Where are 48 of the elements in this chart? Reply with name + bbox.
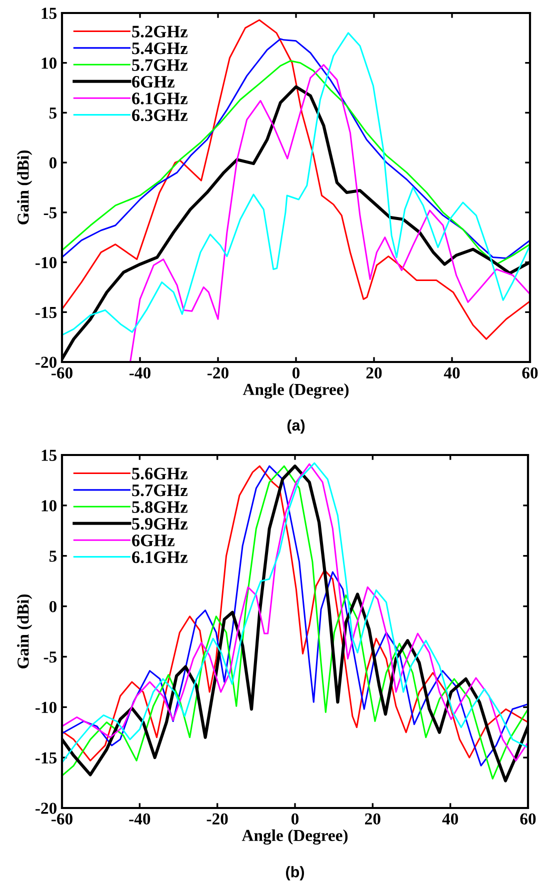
x-tick-label: -60 [52, 367, 72, 379]
legend-label: 5.7GHz [132, 484, 188, 496]
x-tick-label: 20 [365, 813, 380, 825]
x-tick-label: 0 [292, 367, 300, 379]
x-tick-label: 20 [366, 367, 382, 379]
legend-label: 5.9GHz [132, 518, 188, 530]
x-tick-label: 40 [442, 813, 458, 825]
y-tick-label: 10 [42, 500, 57, 512]
x-tick-label: -20 [206, 813, 228, 825]
x-tick-label: 40 [444, 367, 460, 379]
y-tick-label: -5 [44, 207, 57, 218]
x-tick-label: 60 [522, 367, 538, 379]
x-tick-label: 60 [520, 813, 536, 825]
y-tick-label: 0 [49, 600, 57, 612]
legend-label: 5.6GHz [132, 468, 188, 480]
y-tick-label: -10 [36, 702, 57, 714]
legend-label: 5.8GHz [132, 501, 188, 513]
text: (a) [287, 419, 305, 434]
legend-label: 6.1GHz [132, 551, 188, 564]
text: (b) [286, 866, 304, 880]
legend-label: 6GHz [132, 76, 174, 88]
legend-label: 6GHz [132, 534, 174, 546]
legend-label: 6.1GHz [132, 92, 188, 104]
y-axis-title: Gain (dBi) [17, 150, 32, 224]
y-axis-title: Gain (dBi) [17, 594, 32, 668]
y-tick-label: 15 [42, 8, 57, 19]
y-tick-label: 5 [49, 108, 57, 119]
x-tick-label: 0 [291, 813, 299, 825]
y-tick-label: 0 [49, 157, 57, 169]
y-tick-label: -15 [36, 752, 57, 764]
x-tick-label: -40 [130, 367, 150, 379]
y-tick-label: -20 [36, 356, 57, 368]
legend-label: 5.7GHz [132, 59, 188, 71]
y-tick-label: 10 [42, 58, 57, 69]
y-tick-label: -15 [36, 306, 57, 318]
y-tick-label: 15 [42, 450, 57, 461]
x-axis-title: Angle (Degree) [242, 383, 349, 399]
x-axis-title: Angle (Degree) [242, 829, 348, 845]
legend-label: 5.4GHz [132, 42, 188, 54]
y-tick-label: -5 [44, 652, 57, 663]
legend-label: 6.3GHz [132, 109, 188, 122]
x-tick-label: -40 [129, 813, 150, 825]
legend-label: 5.2GHz [132, 26, 188, 38]
y-tick-label: 5 [49, 550, 57, 562]
x-tick-label: -20 [208, 367, 228, 379]
x-tick-label: -60 [52, 813, 72, 825]
y-tick-label: -20 [36, 802, 57, 814]
y-tick-label: -10 [36, 256, 57, 268]
